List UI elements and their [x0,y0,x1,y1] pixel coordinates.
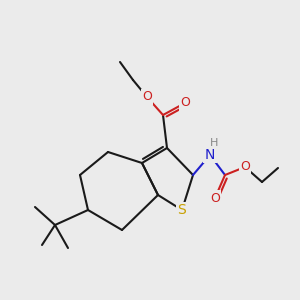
Text: N: N [205,148,215,162]
Text: S: S [178,203,186,217]
Text: O: O [240,160,250,173]
Text: O: O [210,191,220,205]
Text: O: O [142,91,152,103]
Text: H: H [210,138,218,148]
Text: O: O [180,97,190,110]
